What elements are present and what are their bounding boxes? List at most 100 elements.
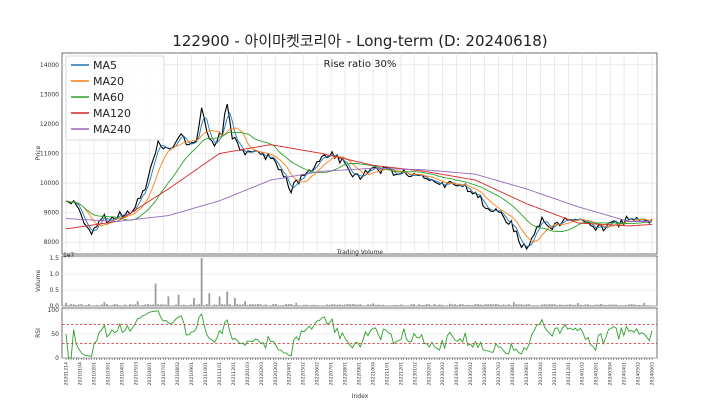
volume-bar: [198, 304, 200, 306]
volume-bar: [535, 305, 538, 306]
x-tick-label: 20210503: [133, 362, 139, 385]
x-axis-label: Index: [352, 393, 369, 400]
volume-bar: [405, 305, 408, 306]
volume-bar: [338, 304, 341, 306]
volume-bar: [551, 304, 554, 306]
rsi-panel: 0 50 100 RSI 20201214 20210104 20210201 20210…: [35, 307, 658, 400]
volume-bar: [474, 304, 477, 306]
volume-bar: [364, 305, 367, 306]
volume-bar: [106, 304, 108, 306]
legend-label-ma20: MA20: [93, 75, 124, 88]
volume-bar: [482, 304, 485, 306]
volume-bar: [369, 304, 372, 306]
price-y-tick-label: 10000: [40, 180, 59, 187]
volume-bar: [75, 304, 78, 306]
x-tick-label: 20230801: [510, 362, 516, 385]
volume-grid: [62, 257, 657, 307]
x-tick-label: 20231004: [538, 362, 544, 385]
volume-bar: [326, 304, 328, 306]
volume-bar: [515, 304, 518, 306]
x-tick-label: 20210701: [161, 362, 167, 385]
volume-bar: [523, 304, 525, 306]
x-tick-label: 20230901: [524, 362, 530, 385]
volume-bar: [346, 303, 349, 306]
volume-bar: [428, 304, 431, 306]
volume-bar: [100, 304, 103, 306]
volume-bar: [425, 304, 428, 306]
volume-bar: [116, 304, 119, 306]
x-tick-label: 20211101: [217, 362, 223, 385]
x-tick-label: 20240201: [594, 362, 600, 385]
price-y-ticks: 8000 9000 10000 11000 12000 13000 14000: [40, 62, 59, 246]
volume-bar: [218, 296, 221, 306]
volume-bar: [640, 304, 643, 306]
x-tick-label: 20210104: [77, 362, 83, 385]
volume-bar: [633, 304, 635, 306]
volume-bar: [67, 305, 70, 306]
volume-bar: [418, 304, 421, 306]
volume-bar: [228, 304, 231, 306]
volume-bar: [280, 305, 282, 306]
volume-bar: [328, 304, 331, 306]
volume-bar: [193, 298, 195, 306]
volume-bar: [602, 304, 605, 306]
volume-bar: [500, 305, 502, 306]
volume-bar: [103, 302, 106, 306]
volume-bar: [379, 304, 382, 306]
volume-bar: [180, 305, 183, 306]
legend-label-ma5: MA5: [93, 59, 117, 72]
volume-bar: [126, 305, 129, 306]
volume-bar: [190, 304, 193, 306]
volume-scale-label: 1e7: [63, 252, 75, 259]
volume-bar: [72, 304, 75, 306]
volume-bar: [77, 304, 80, 306]
volume-bar: [651, 305, 653, 306]
volume-bar: [361, 305, 364, 306]
rsi-lines: [65, 310, 653, 359]
rsi-y-tick-label: 100: [48, 307, 60, 314]
x-tick-label: 20230302: [440, 362, 446, 385]
x-tick-label: 20240401: [622, 362, 628, 385]
volume-bar: [246, 304, 249, 306]
volume-bar: [420, 305, 423, 306]
volume-bar: [149, 304, 152, 306]
volume-bar: [318, 305, 321, 306]
volume-bar: [561, 304, 564, 306]
x-tick-label: 20210301: [105, 362, 111, 385]
volume-bar: [269, 305, 272, 306]
volume-bar: [635, 304, 638, 306]
price-y-tick-label: 13000: [40, 91, 59, 98]
volume-bar: [136, 301, 139, 306]
volume-bars: [65, 258, 653, 306]
volume-bar: [305, 304, 308, 306]
rsi-y-tick-label: 50: [51, 331, 59, 338]
volume-bar: [541, 304, 543, 306]
rsi-y-tick-label: 0: [55, 355, 59, 362]
volume-bar: [597, 304, 600, 306]
volume-bar: [85, 305, 88, 306]
x-tick-label: 20211001: [203, 362, 209, 385]
volume-bar: [502, 304, 505, 306]
volume-bar: [210, 305, 213, 306]
volume-bar: [622, 305, 625, 306]
volume-bar: [648, 305, 651, 306]
volume-bar: [323, 305, 326, 306]
volume-bar: [123, 304, 126, 306]
volume-bar: [264, 304, 267, 306]
volume-bar: [233, 298, 236, 306]
volume-y-tick-label: 0.0: [49, 303, 59, 310]
volume-bar: [70, 304, 73, 306]
price-series-line: [65, 103, 653, 250]
volume-bar: [113, 304, 116, 306]
volume-bar: [497, 304, 500, 306]
volume-bar: [162, 304, 165, 306]
volume-bar: [443, 305, 446, 306]
volume-bar: [628, 304, 630, 306]
volume-bar: [487, 304, 490, 306]
volume-bar: [297, 305, 300, 306]
volume-bar: [295, 302, 298, 306]
volume-bar: [605, 305, 607, 306]
x-tick-label: 20220203: [259, 362, 265, 385]
volume-bar: [410, 304, 413, 306]
